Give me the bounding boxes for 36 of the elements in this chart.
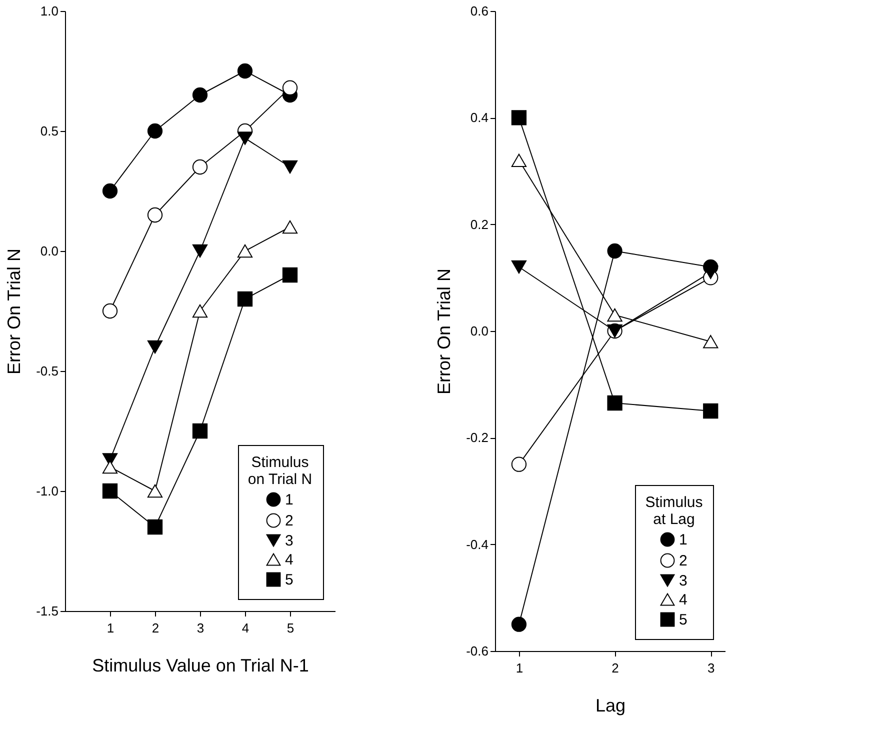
legend-label: 2 [285, 512, 294, 530]
legend-label: 1 [285, 492, 294, 508]
legend-label: 1 [679, 532, 688, 548]
x-tick-label: 3 [196, 620, 204, 636]
y-tick-label: 1.0 [40, 4, 58, 18]
x-tick-label: 4 [242, 620, 250, 636]
y-tick-label: 0.4 [470, 110, 488, 126]
x-tick-label: 2 [152, 620, 160, 636]
y-tick-label: 0.0 [40, 244, 58, 258]
y-axis-title: Error On Trial N [434, 268, 454, 395]
y-tick-label: 0.5 [40, 124, 58, 138]
x-tick-label: 1 [106, 620, 114, 636]
y-tick-label: 0.0 [470, 324, 488, 338]
y-tick-label: -0.2 [466, 430, 488, 446]
y-tick-label: -1.0 [36, 484, 58, 498]
y-axis-title: Error On Trial N [4, 248, 24, 375]
legend-label: 5 [285, 572, 294, 588]
y-tick-label: -0.4 [466, 536, 488, 552]
y-tick-label: -0.6 [466, 644, 488, 658]
y-tick-label: -1.5 [36, 604, 58, 618]
x-axis-title: Lag [595, 696, 626, 716]
legend-label: 2 [679, 552, 688, 570]
y-tick-label: 0.6 [470, 4, 488, 18]
x-tick-label: 1 [516, 660, 524, 676]
legend-label: 4 [285, 552, 294, 568]
x-tick-label: 3 [708, 660, 715, 676]
x-tick-label: 5 [286, 620, 294, 636]
legend-title: Stimulus on Trial N [248, 454, 312, 488]
legend-label: 4 [679, 592, 688, 608]
legend-label: 3 [285, 532, 294, 550]
legend-label: 3 [679, 572, 688, 590]
x-tick-label: 2 [612, 660, 619, 676]
y-tick-label: 0.2 [470, 216, 488, 232]
y-tick-label: -0.5 [36, 364, 58, 378]
legend-title: Stimulus at Lag [645, 494, 703, 528]
x-axis-title: Stimulus Value on Trial N-1 [92, 656, 309, 676]
